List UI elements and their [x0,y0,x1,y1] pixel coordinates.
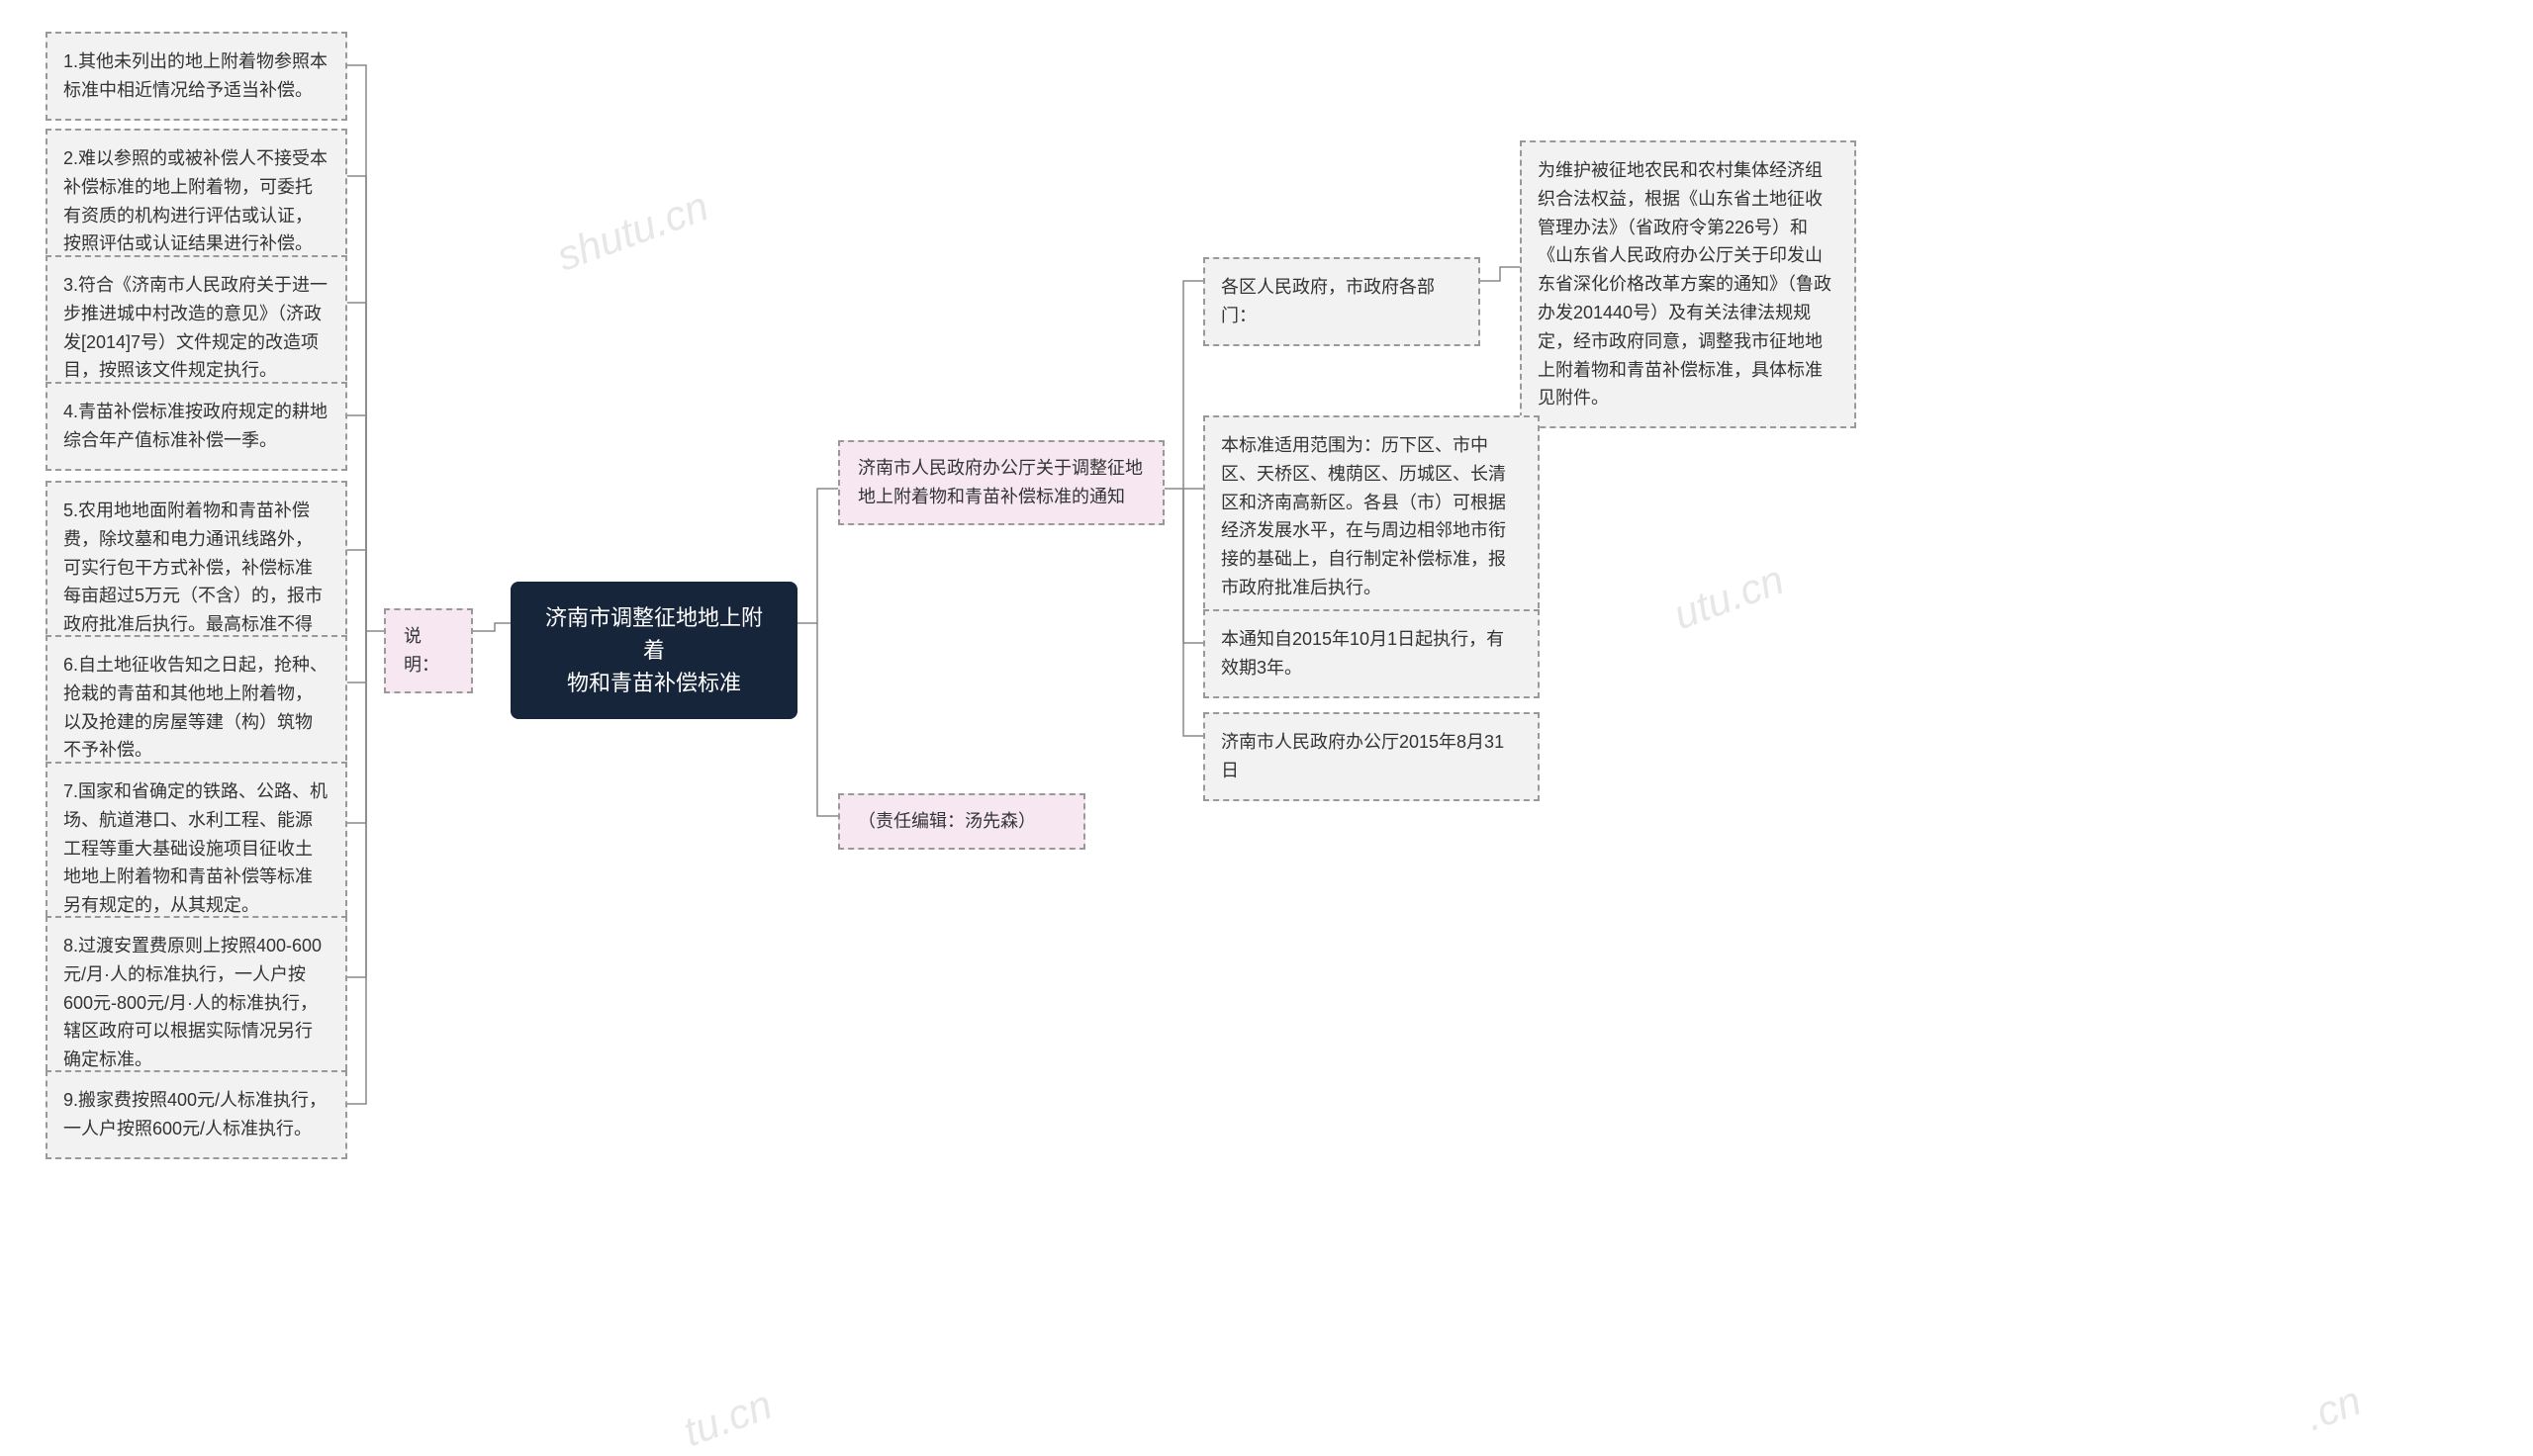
central-node: 济南市调整征地地上附着 物和青苗补偿标准 [511,582,797,719]
left-item-7: 7.国家和省确定的铁路、公路、机场、航道港口、水利工程、能源工程等重大基础设施项… [46,762,347,936]
right-child-1-detail: 为维护被征地农民和农村集体经济组织合法权益，根据《山东省土地征收管理办法》（省政… [1520,140,1856,428]
watermark: shutu.cn [551,182,715,280]
right-child-4: 济南市人民政府办公厅2015年8月31日 [1203,712,1540,801]
left-item-2: 2.难以参照的或被补偿人不接受本补偿标准的地上附着物，可委托有资质的机构进行评估… [46,129,347,274]
left-item-4: 4.青苗补偿标准按政府规定的耕地综合年产值标准补偿一季。 [46,382,347,471]
left-item-9: 9.搬家费按照400元/人标准执行，一人户按照600元/人标准执行。 [46,1070,347,1159]
left-item-3: 3.符合《济南市人民政府关于进一步推进城中村改造的意见》（济政发[2014]7号… [46,255,347,401]
watermark: utu.cn [1667,556,1790,639]
explain-label: 说明： [384,608,473,693]
right-child-3: 本通知自2015年10月1日起执行，有效期3年。 [1203,609,1540,698]
right-child-2: 本标准适用范围为：历下区、市中区、天桥区、槐荫区、历城区、长清区和济南高新区。各… [1203,415,1540,618]
right-branch-1: 济南市人民政府办公厅关于调整征地地上附着物和青苗补偿标准的通知 [838,440,1165,525]
left-item-8: 8.过渡安置费原则上按照400-600元/月·人的标准执行，一人户按600元-8… [46,916,347,1090]
right-branch-2: （责任编辑：汤先森） [838,793,1085,850]
left-item-1: 1.其他未列出的地上附着物参照本标准中相近情况给予适当补偿。 [46,32,347,121]
left-item-6: 6.自土地征收告知之日起，抢种、抢栽的青苗和其他地上附着物，以及抢建的房屋等建（… [46,635,347,780]
right-child-1: 各区人民政府，市政府各部门： [1203,257,1480,346]
watermark: .cn [2298,1377,2367,1440]
watermark: tu.cn [678,1381,779,1456]
